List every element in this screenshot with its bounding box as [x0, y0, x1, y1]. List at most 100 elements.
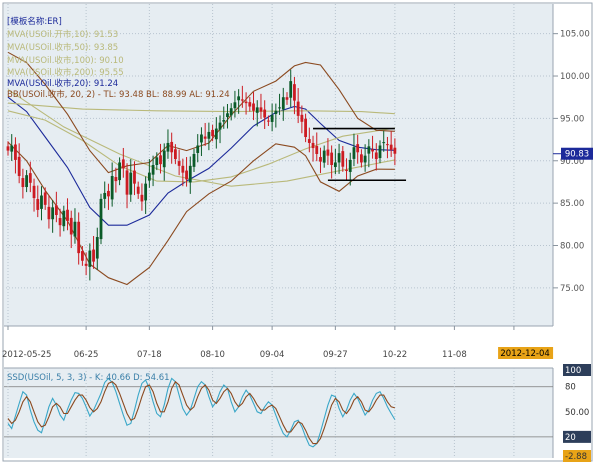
candle-body	[222, 120, 226, 122]
candle-body	[363, 155, 367, 163]
candle-body	[226, 113, 229, 118]
candle-body	[99, 198, 103, 240]
candle-body	[166, 142, 170, 152]
oscillator-tick-label: -2.88	[565, 452, 587, 462]
candle-body	[274, 110, 278, 114]
price-tick-label: 95.00	[560, 114, 584, 124]
indicator-legend: [模板名称:ER] MVA(USOil.开市,10): 91.53 MVA(US…	[7, 16, 230, 100]
oscillator-plot-area	[4, 368, 553, 458]
candle-body	[259, 107, 263, 112]
candle-body	[348, 159, 352, 172]
price-tick-label: 75.00	[560, 284, 584, 294]
candle-body	[293, 84, 296, 101]
template-title: [模板名称:ER]	[7, 16, 62, 27]
candle-body	[188, 165, 192, 183]
candle-body	[92, 249, 95, 262]
oscillator-series-line	[7, 377, 396, 448]
candle-body	[10, 145, 14, 152]
candle-body	[95, 237, 99, 259]
candle-body	[386, 144, 389, 146]
candle-body	[211, 129, 214, 137]
main-grid	[6, 4, 553, 326]
price-tick-label: 90.00	[560, 157, 584, 167]
candle-body	[326, 149, 330, 156]
candle-body	[252, 103, 255, 111]
candle-body	[25, 175, 28, 188]
candle-body	[69, 217, 73, 235]
candle-body	[144, 183, 148, 201]
candle-body	[278, 107, 281, 109]
series-line	[7, 110, 395, 183]
candle-body	[229, 108, 233, 116]
oscillator-tick-label: 20	[565, 433, 576, 443]
candle-body	[62, 210, 66, 227]
candle-body	[248, 102, 252, 107]
price-tick-label: 80.00	[560, 242, 584, 252]
candle-body	[267, 120, 270, 122]
oscillator-legend: SSD(USOil, 5, 3, 3) - K: 40.66 D: 54.61	[7, 373, 170, 383]
candlestick-layer	[6, 69, 397, 281]
candle-body	[110, 176, 114, 200]
oscillator-axis-ticks: 100 80 50.00 20 -2.88	[563, 364, 591, 462]
candle-body	[84, 263, 88, 266]
candle-body	[367, 146, 371, 154]
price-tick-label: 100.00	[560, 72, 590, 82]
oscillator-tick-label: 50.00	[565, 408, 589, 418]
candle-body	[300, 114, 304, 122]
date-tick-label: 07-18	[137, 350, 162, 360]
candle-body	[51, 207, 55, 220]
candle-body	[214, 128, 218, 140]
candle-body	[73, 221, 77, 237]
oscillator-tick-box	[563, 450, 591, 462]
candle-body	[28, 173, 32, 183]
candle-body	[129, 172, 133, 195]
candle-body	[66, 209, 69, 221]
last-price-marker: 90.83	[561, 147, 593, 160]
candle-body	[360, 154, 363, 163]
price-tick-label: 85.00	[560, 199, 584, 209]
candle-body	[341, 151, 345, 167]
candle-body	[270, 115, 274, 122]
candle-body	[233, 102, 237, 109]
candle-body	[162, 150, 166, 168]
candle-body	[330, 152, 334, 165]
candle-body	[14, 144, 17, 160]
candle-body	[244, 101, 248, 104]
candle-body	[88, 250, 92, 267]
candle-body	[170, 141, 174, 153]
candle-body	[200, 134, 203, 143]
candle-body	[159, 155, 162, 165]
series-line	[7, 89, 396, 187]
candle-body	[43, 192, 47, 205]
candle-body	[393, 147, 397, 154]
candle-body	[125, 170, 129, 195]
candle-body	[81, 251, 84, 261]
candle-body	[118, 162, 121, 181]
candle-body	[77, 221, 81, 254]
candle-body	[289, 81, 293, 98]
oscillator-tick-box	[563, 364, 591, 376]
date-axis-ticks: 2012-05-25 06-25 07-18 08-10 09-04 09-27 10-22…	[2, 326, 524, 458]
candle-body	[58, 218, 62, 226]
candle-body	[333, 162, 337, 168]
candle-body	[374, 152, 378, 160]
candle-body	[322, 150, 326, 163]
oscillator-tick-label: 80	[565, 383, 576, 393]
date-tick-label: 09-04	[260, 350, 285, 360]
oscillator-series-layer	[7, 377, 396, 448]
legend-mva-open-10: MVA(USOil.开市,10): 91.53	[7, 29, 118, 40]
candle-body	[17, 156, 21, 177]
annotation-layer	[313, 127, 561, 182]
date-tick-label: 09-27	[323, 350, 348, 360]
candle-body	[40, 195, 43, 209]
legend-mva-close-100: MVA(USOil.收市,100): 90.10	[7, 55, 124, 66]
candle-body	[337, 153, 341, 163]
candle-body	[285, 97, 289, 100]
candle-body	[103, 192, 107, 199]
legend-mva-close-200: MVA(USOil.收市,200): 95.55	[7, 67, 124, 78]
main-plot-area	[4, 4, 553, 326]
last-price-label: 90.83	[565, 150, 589, 160]
candle-body	[319, 157, 322, 162]
candle-body	[352, 147, 356, 159]
